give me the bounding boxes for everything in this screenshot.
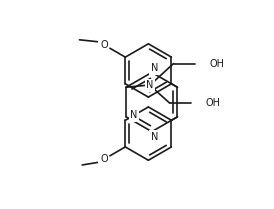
Text: OH: OH: [209, 59, 224, 69]
Text: O: O: [100, 154, 108, 164]
Text: N: N: [130, 110, 138, 120]
Text: N: N: [151, 64, 158, 74]
Text: N: N: [151, 132, 158, 141]
Text: OH: OH: [205, 98, 220, 108]
Text: O: O: [100, 40, 108, 50]
Text: N: N: [146, 80, 153, 90]
